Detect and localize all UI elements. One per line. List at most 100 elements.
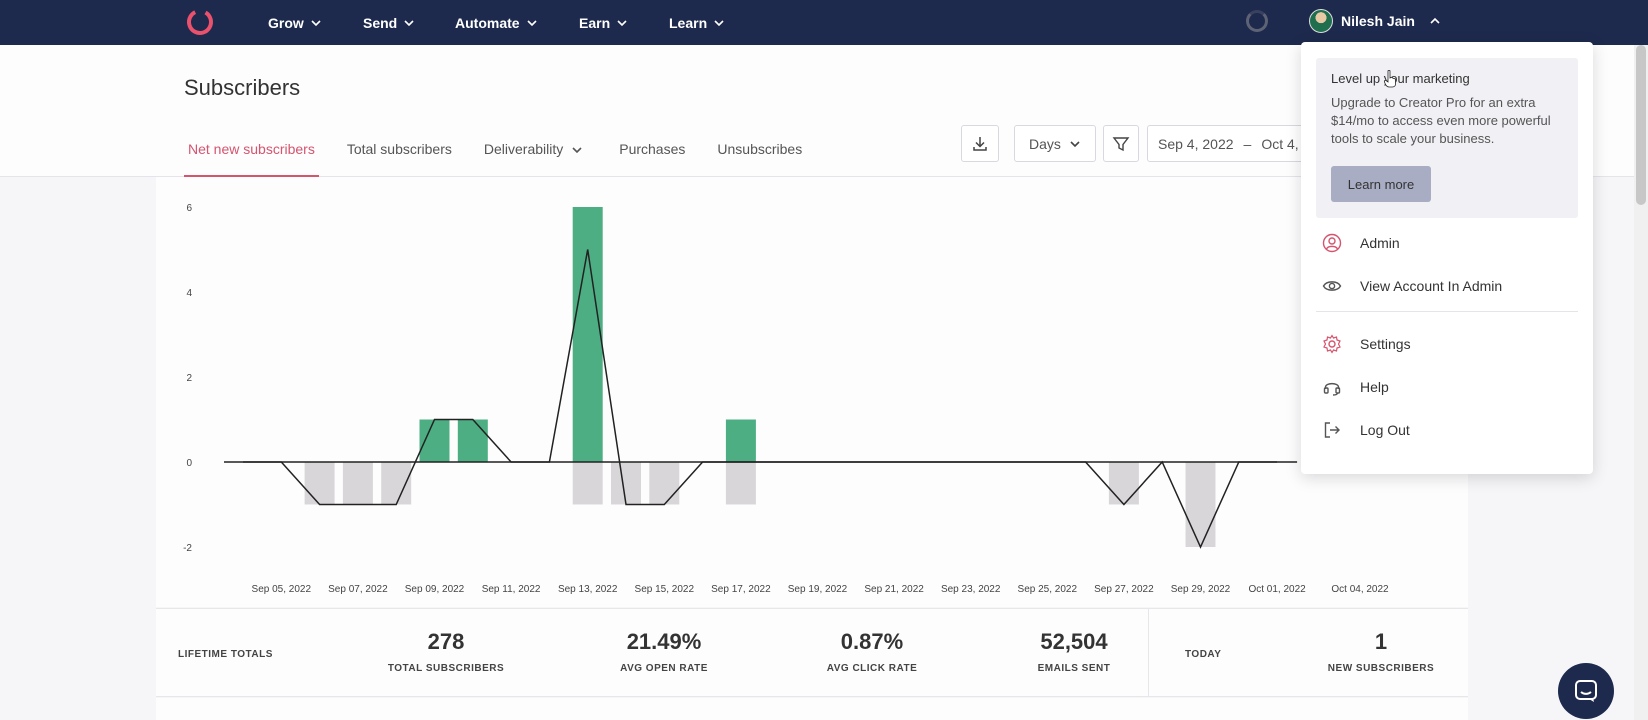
x-tick-label: Sep 25, 2022 <box>1018 584 1078 595</box>
negative-bar <box>1108 462 1139 505</box>
stat-value: 1 <box>1374 629 1388 654</box>
account-dropdown-menu: Level up your marketing Upgrade to Creat… <box>1301 42 1593 474</box>
page-title: Subscribers <box>184 75 301 100</box>
y-tick-label: 6 <box>186 203 192 214</box>
y-tick-label: 0 <box>186 458 192 469</box>
menu-item-label: Log Out <box>1360 422 1410 438</box>
stats-divider <box>1148 609 1149 696</box>
x-tick-label: Sep 23, 2022 <box>941 584 1001 595</box>
convertkit-logo-icon[interactable] <box>184 6 216 38</box>
stat-total-subscribers: 278 TOTAL SUBSCRIBERS <box>366 629 526 674</box>
positive-bar <box>725 419 756 462</box>
net-line <box>243 249 1278 549</box>
x-tick-label: Sep 19, 2022 <box>788 584 848 595</box>
menu-divider <box>1316 311 1578 312</box>
x-tick-label: Oct 04, 2022 <box>1331 584 1389 595</box>
chevron-down-icon <box>617 20 627 27</box>
report-tabs: Net new subscribers Total subscribers De… <box>184 137 830 177</box>
stat-caption: TOTAL SUBSCRIBERS <box>387 663 505 674</box>
chat-icon <box>1575 680 1597 702</box>
filter-icon <box>1112 136 1130 151</box>
stats-bar: LIFETIME TOTALS 278 TOTAL SUBSCRIBERS 21… <box>156 608 1468 697</box>
nav-send[interactable]: Send <box>363 12 415 34</box>
x-tick-label: Sep 11, 2022 <box>482 584 541 595</box>
user-menu-button[interactable]: Nilesh Jain <box>1309 8 1441 34</box>
negative-bar <box>611 462 641 505</box>
tab-label: Purchases <box>619 141 686 157</box>
chevron-down-icon <box>311 20 321 27</box>
menu-item-view-account-in-admin[interactable]: View Account In Admin <box>1322 274 1502 298</box>
negative-bar <box>381 462 412 505</box>
menu-item-label: View Account In Admin <box>1360 278 1503 294</box>
period-select[interactable]: Days <box>1014 125 1096 162</box>
nav-grow[interactable]: Grow <box>268 12 322 34</box>
tab-purchases[interactable]: Purchases <box>615 137 689 177</box>
tab-total-subscribers[interactable]: Total subscribers <box>343 137 456 177</box>
page-scrollbar[interactable] <box>1634 45 1648 720</box>
x-tick-label: Sep 07, 2022 <box>328 584 388 595</box>
next-section <box>156 698 1468 720</box>
stat-value: 21.49% <box>626 629 702 654</box>
y-tick-label: 4 <box>186 288 192 299</box>
scrollbar-thumb[interactable] <box>1636 45 1646 205</box>
x-tick-label: Sep 17, 2022 <box>711 584 771 595</box>
tab-net-new-subscribers[interactable]: Net new subscribers <box>184 137 319 177</box>
menu-item-label: Admin <box>1360 235 1400 251</box>
chevron-down-icon <box>526 20 537 27</box>
download-button[interactable] <box>961 125 999 162</box>
eye-icon <box>1322 281 1342 291</box>
nav-earn-label: Earn <box>579 15 611 31</box>
subscribers-chart: 6 4 2 0 -2 Sep 05, 2022 Sep 07, 2022 Sep 09, 20… <box>156 177 1468 607</box>
chart-svg: 6 4 2 0 -2 Sep 05, 2022 Sep 07, 2022 Sep 09, 20… <box>183 203 1389 595</box>
gear-icon <box>1323 334 1341 354</box>
stat-caption: AVG CLICK RATE <box>826 663 918 674</box>
menu-item-settings[interactable]: Settings <box>1322 332 1411 356</box>
logout-icon <box>1324 422 1340 438</box>
chevron-down-icon <box>714 20 724 27</box>
x-tick-label: Sep 05, 2022 <box>252 584 312 595</box>
menu-item-help[interactable]: Help <box>1322 375 1389 399</box>
stat-caption: NEW SUBSCRIBERS <box>1327 663 1435 674</box>
chat-support-button[interactable] <box>1558 663 1614 719</box>
date-range-picker[interactable]: Sep 4, 2022 – Oct 4, 20 <box>1147 125 1317 162</box>
x-tick-label: Sep 13, 2022 <box>558 584 618 595</box>
learn-more-button[interactable]: Learn more <box>1331 166 1431 202</box>
y-tick-label: -2 <box>183 543 192 554</box>
user-circle-icon <box>1322 233 1342 253</box>
menu-item-admin[interactable]: Admin <box>1322 231 1400 255</box>
promo-text: Upgrade to Creator Pro for an extra $14/… <box>1331 95 1551 146</box>
x-tick-label: Sep 09, 2022 <box>405 584 465 595</box>
x-tick-label: Sep 21, 2022 <box>864 584 924 595</box>
nav-learn[interactable]: Learn <box>669 12 725 34</box>
today-label: TODAY <box>1185 649 1222 660</box>
lifetime-totals-label: LIFETIME TOTALS <box>178 649 273 660</box>
positive-bar <box>419 419 450 462</box>
nav-earn[interactable]: Earn <box>579 12 628 34</box>
promo-title: Level up your marketing <box>1331 71 1470 86</box>
positive-bar <box>457 419 488 462</box>
stat-caption: AVG OPEN RATE <box>620 663 708 674</box>
loading-spinner-icon <box>1246 10 1268 32</box>
avatar <box>1309 9 1333 33</box>
filter-button[interactable] <box>1103 125 1139 162</box>
chevron-down-icon <box>572 147 582 154</box>
user-name: Nilesh Jain <box>1341 13 1415 29</box>
nav-grow-label: Grow <box>268 15 304 31</box>
nav-send-label: Send <box>363 15 398 31</box>
date-start: Sep 4, 2022 <box>1158 135 1234 152</box>
tab-deliverability[interactable]: Deliverability <box>480 137 587 177</box>
tab-unsubscribes[interactable]: Unsubscribes <box>713 137 806 177</box>
period-select-value: Days <box>1029 135 1061 152</box>
tab-label: Unsubscribes <box>717 141 803 157</box>
chevron-up-icon <box>1430 17 1440 24</box>
menu-item-log-out[interactable]: Log Out <box>1322 418 1410 442</box>
stat-value: 52,504 <box>1040 629 1108 654</box>
chevron-down-icon <box>1070 140 1080 147</box>
stat-avg-open-rate: 21.49% AVG OPEN RATE <box>584 629 744 674</box>
negative-bar <box>304 462 335 505</box>
y-tick-label: 2 <box>186 373 192 384</box>
nav-learn-label: Learn <box>669 15 708 31</box>
x-tick-label: Sep 27, 2022 <box>1094 584 1154 595</box>
stat-caption: EMAILS SENT <box>1037 663 1111 674</box>
nav-automate[interactable]: Automate <box>455 12 538 34</box>
